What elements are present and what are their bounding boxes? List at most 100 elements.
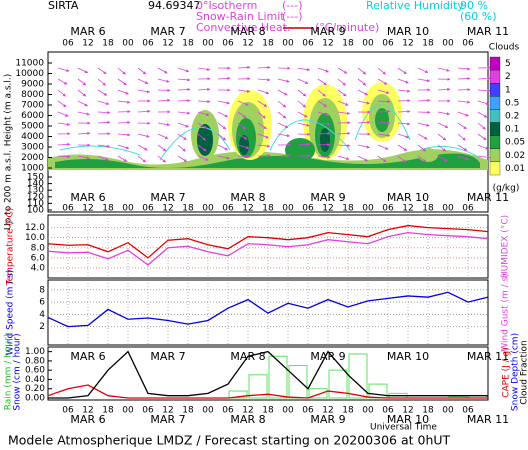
side-label: CAPE (J / g) [502,347,512,398]
wind-arrow [417,78,431,83]
y-tick-label: 2 [39,322,45,332]
wind-arrow [357,144,370,149]
y-tick-label: 3000 [21,143,44,153]
wind-arrow [357,155,368,162]
hour-label: 12 [322,406,333,416]
wind-arrow [177,144,186,152]
convective: Convective Heat. [196,21,290,34]
wind-arrow [57,122,71,126]
hour-label: 06 [142,406,154,416]
wind-arrow [237,100,249,106]
hour-label: 00 [122,406,134,416]
wind-arrow [317,131,331,136]
hour-label: 12 [82,406,93,416]
hour-label: 06 [462,39,474,49]
wind-arrow [117,144,130,150]
wind-arrow [297,142,311,146]
footer: Modele Atmospherique LMDZ / Forecast sta… [8,433,451,448]
colorbar-label: 5 [505,59,511,69]
hour-label: 06 [302,406,314,416]
side-label: Snow (cm / hour) [13,333,23,410]
series-line [47,231,489,266]
wind-arrow [377,89,390,94]
wind-arrow [57,154,71,159]
wind-arrow [417,133,428,140]
wind-arrow [117,67,126,75]
rain-bar [328,369,348,399]
wind-arrow [157,78,170,83]
hour-label: 06 [382,39,394,49]
y-tick-label: 0.40 [25,375,45,385]
wind-arrow [437,122,449,128]
hour-label: 12 [402,406,413,416]
wind-arrow [277,153,291,157]
hour-label: 12 [162,204,173,214]
hour-label: 18 [342,39,354,49]
wind-arrow [357,89,369,96]
y-tick-label: 8000 [21,90,44,100]
wind-arrow [297,111,308,118]
snow-rain: Snow-Rain Limit [196,10,285,23]
colorbar-swatch [489,148,501,163]
wind-arrow [237,89,251,93]
rain-bar [248,374,268,399]
hour-label: 06 [62,39,74,49]
wind-arrow [397,144,408,151]
wind-arrow [97,89,108,96]
hour-label: 12 [162,39,173,49]
hour-label: 00 [202,204,214,214]
day-label: MAR 8 [230,25,265,38]
wind-arrow [237,65,251,70]
wind-arrows [57,65,491,163]
wind-arrow [417,67,429,73]
wind-arrow [197,144,207,152]
wind-arrow [457,76,471,81]
day-label: MAR 9 [310,25,345,38]
wind-arrow [197,155,209,161]
hour-label: 12 [402,39,413,49]
wind-arrow [217,76,231,80]
hour-label: 12 [242,39,253,49]
hour-label: 00 [202,406,214,416]
side-label: Wind Speed (m / s) [6,270,16,356]
wind-arrow [157,133,169,139]
wind-arrow [337,89,347,97]
wind-arrow [157,98,171,102]
hour-label: 06 [222,204,234,214]
hour-label: 12 [322,39,333,49]
code: 94.69347 [148,0,201,12]
isotherm-style: (---) [282,0,303,12]
wind-arrow [277,89,288,96]
wind-arrow [57,67,70,72]
y-tick-label: 10.0 [25,233,45,243]
wind-arrow [57,142,71,147]
wind-arrow [337,155,350,161]
wind-arrow [317,89,326,97]
wind-arrow [217,133,227,141]
side-label: Wind Gust (m / s) [501,273,511,351]
wind-arrow [277,133,291,138]
wind-arrow [357,120,371,124]
wind-arrow [317,122,331,126]
wind-arrow [157,67,168,74]
wind-arrow [477,133,487,141]
wind-arrow [357,67,367,75]
wind-arrow [217,111,229,118]
wind-arrow [477,76,491,81]
wind-arrow [457,100,471,104]
wind-arrow [97,144,111,148]
side-label: Temperature (°C) [6,208,16,287]
colorbar-label: 0.5 [505,98,519,108]
wind-arrow [137,133,150,138]
wind-arrow [177,122,189,128]
wind-arrow [217,155,230,160]
series-line [48,350,488,399]
wind-arrow [217,122,227,130]
wind-arrow [297,100,307,108]
hour-label: 00 [202,39,214,49]
wind-arrow [97,120,111,125]
day-label: MAR 6 [70,413,105,426]
wind-arrow [397,122,411,126]
colorbar-label: 0.1 [505,125,519,135]
colorbar-unit: (g/kg) [493,184,520,194]
